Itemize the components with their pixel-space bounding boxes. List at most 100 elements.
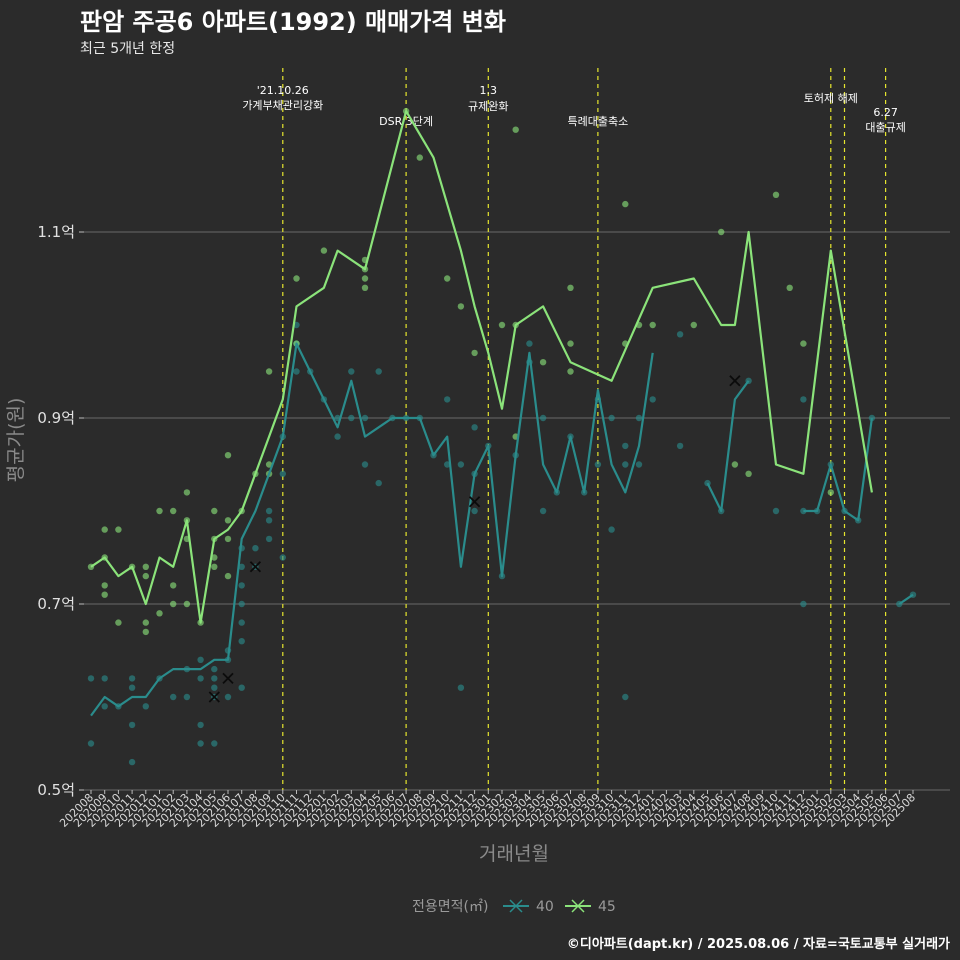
data-point-40 (361, 461, 369, 468)
x-marker-stroke (249, 561, 262, 573)
data-point-45 (567, 284, 574, 291)
data-point-45 (115, 526, 122, 533)
x-markers (208, 375, 741, 703)
event-label: '21.10.26 (257, 84, 309, 97)
x-axis-title: 거래년월 (479, 843, 549, 865)
data-point-45 (745, 470, 752, 477)
source-caption: ©디아파트(dapt.kr) / 2025.08.06 / 자료=국토교통부 실… (567, 936, 950, 952)
data-point-40 (211, 684, 218, 691)
legend-label-40: 40 (536, 899, 554, 915)
data-point-45 (211, 507, 218, 515)
chart-subtitle: 최근 5개년 한정 (80, 41, 175, 57)
data-point-45 (156, 507, 163, 515)
data-point-45 (170, 507, 177, 515)
data-point-45 (567, 340, 574, 347)
series-line-45 (90, 109, 873, 624)
data-point-40 (800, 600, 807, 608)
data-point-45 (183, 600, 191, 608)
y-axis-ticks: 0.5억 0.7억 0.9억 1.1억 (37, 223, 84, 799)
chart-title: 판암 주공6 아파트(1992) 매매가격 변화 (80, 8, 506, 36)
data-point-40 (539, 414, 547, 422)
y-tick-label: 0.7억 (37, 595, 75, 613)
data-point-45 (211, 563, 218, 570)
data-point-45 (361, 284, 369, 291)
y-tick-label: 0.9억 (37, 409, 75, 427)
data-point-45 (444, 275, 451, 282)
event-label: DSR 3단계 (379, 115, 433, 128)
data-point-45 (224, 572, 232, 580)
event-label: 1.3 (480, 84, 498, 97)
data-point-45 (622, 200, 629, 208)
data-point-45 (265, 461, 273, 468)
data-point-40 (265, 517, 273, 524)
data-point-40 (334, 433, 341, 440)
data-point-40 (635, 461, 643, 468)
data-point-40 (622, 461, 629, 468)
data-point-40 (471, 507, 478, 515)
data-point-45 (457, 303, 465, 310)
data-point-40 (526, 340, 533, 347)
data-point-45 (416, 154, 423, 161)
data-point-40 (224, 693, 232, 701)
data-point-45 (101, 591, 108, 598)
data-point-40 (348, 368, 355, 375)
data-point-45 (211, 554, 218, 561)
data-point-45 (512, 126, 519, 133)
data-point-45 (142, 563, 149, 570)
data-point-40 (211, 675, 218, 682)
series-line-40 (90, 342, 654, 717)
data-point-45 (170, 600, 177, 608)
series-line-40 (803, 417, 873, 522)
data-point-40 (183, 693, 191, 701)
data-point-40 (279, 470, 286, 477)
event-label: 6.27 (873, 106, 898, 119)
x-marker (208, 691, 220, 703)
data-point-45 (567, 368, 574, 375)
data-point-40 (676, 442, 684, 450)
data-point-40 (211, 740, 218, 747)
x-axis-ticks: 2020082020092020102020112020122021012021… (57, 790, 918, 830)
data-point-45 (772, 191, 780, 198)
data-point-40 (676, 331, 684, 338)
y-tick-label: 1.1억 (37, 223, 75, 241)
x-marker-stroke (222, 672, 234, 685)
data-point-40 (238, 638, 245, 645)
series-line-40 (706, 380, 750, 513)
data-point-40 (279, 554, 286, 561)
data-point-45 (170, 582, 177, 589)
data-point-40 (101, 703, 108, 710)
data-point-45 (101, 526, 108, 533)
data-point-40 (197, 721, 204, 729)
data-point-40 (622, 442, 629, 450)
data-point-40 (293, 368, 300, 375)
data-point-40 (348, 414, 355, 422)
x-marker (222, 672, 234, 685)
x-marker-stroke (208, 691, 220, 703)
data-point-45 (690, 321, 697, 329)
legend-key-40 (503, 899, 529, 913)
data-point-40 (197, 675, 204, 682)
legend-label-45: 45 (598, 899, 616, 915)
data-point-45 (786, 284, 793, 291)
data-point-45 (183, 489, 191, 496)
x-marker-stroke (468, 496, 481, 508)
data-point-40 (375, 479, 382, 487)
data-point-40 (622, 693, 629, 701)
data-point-45 (718, 228, 725, 236)
legend: 전용면적(㎡) 40 45 (412, 899, 616, 915)
data-point-40 (238, 600, 245, 608)
data-point-40 (197, 656, 204, 663)
data-point-40 (608, 526, 615, 533)
x-marker-stroke (729, 375, 741, 387)
event-label: 대출규제 (865, 121, 905, 134)
data-point-40 (170, 693, 177, 701)
event-label: 특례대출축소 (568, 115, 629, 128)
data-point-45 (293, 275, 300, 282)
data-point-40 (444, 396, 451, 403)
data-point-45 (265, 368, 273, 375)
data-point-40 (128, 721, 136, 729)
data-point-45 (471, 349, 478, 357)
